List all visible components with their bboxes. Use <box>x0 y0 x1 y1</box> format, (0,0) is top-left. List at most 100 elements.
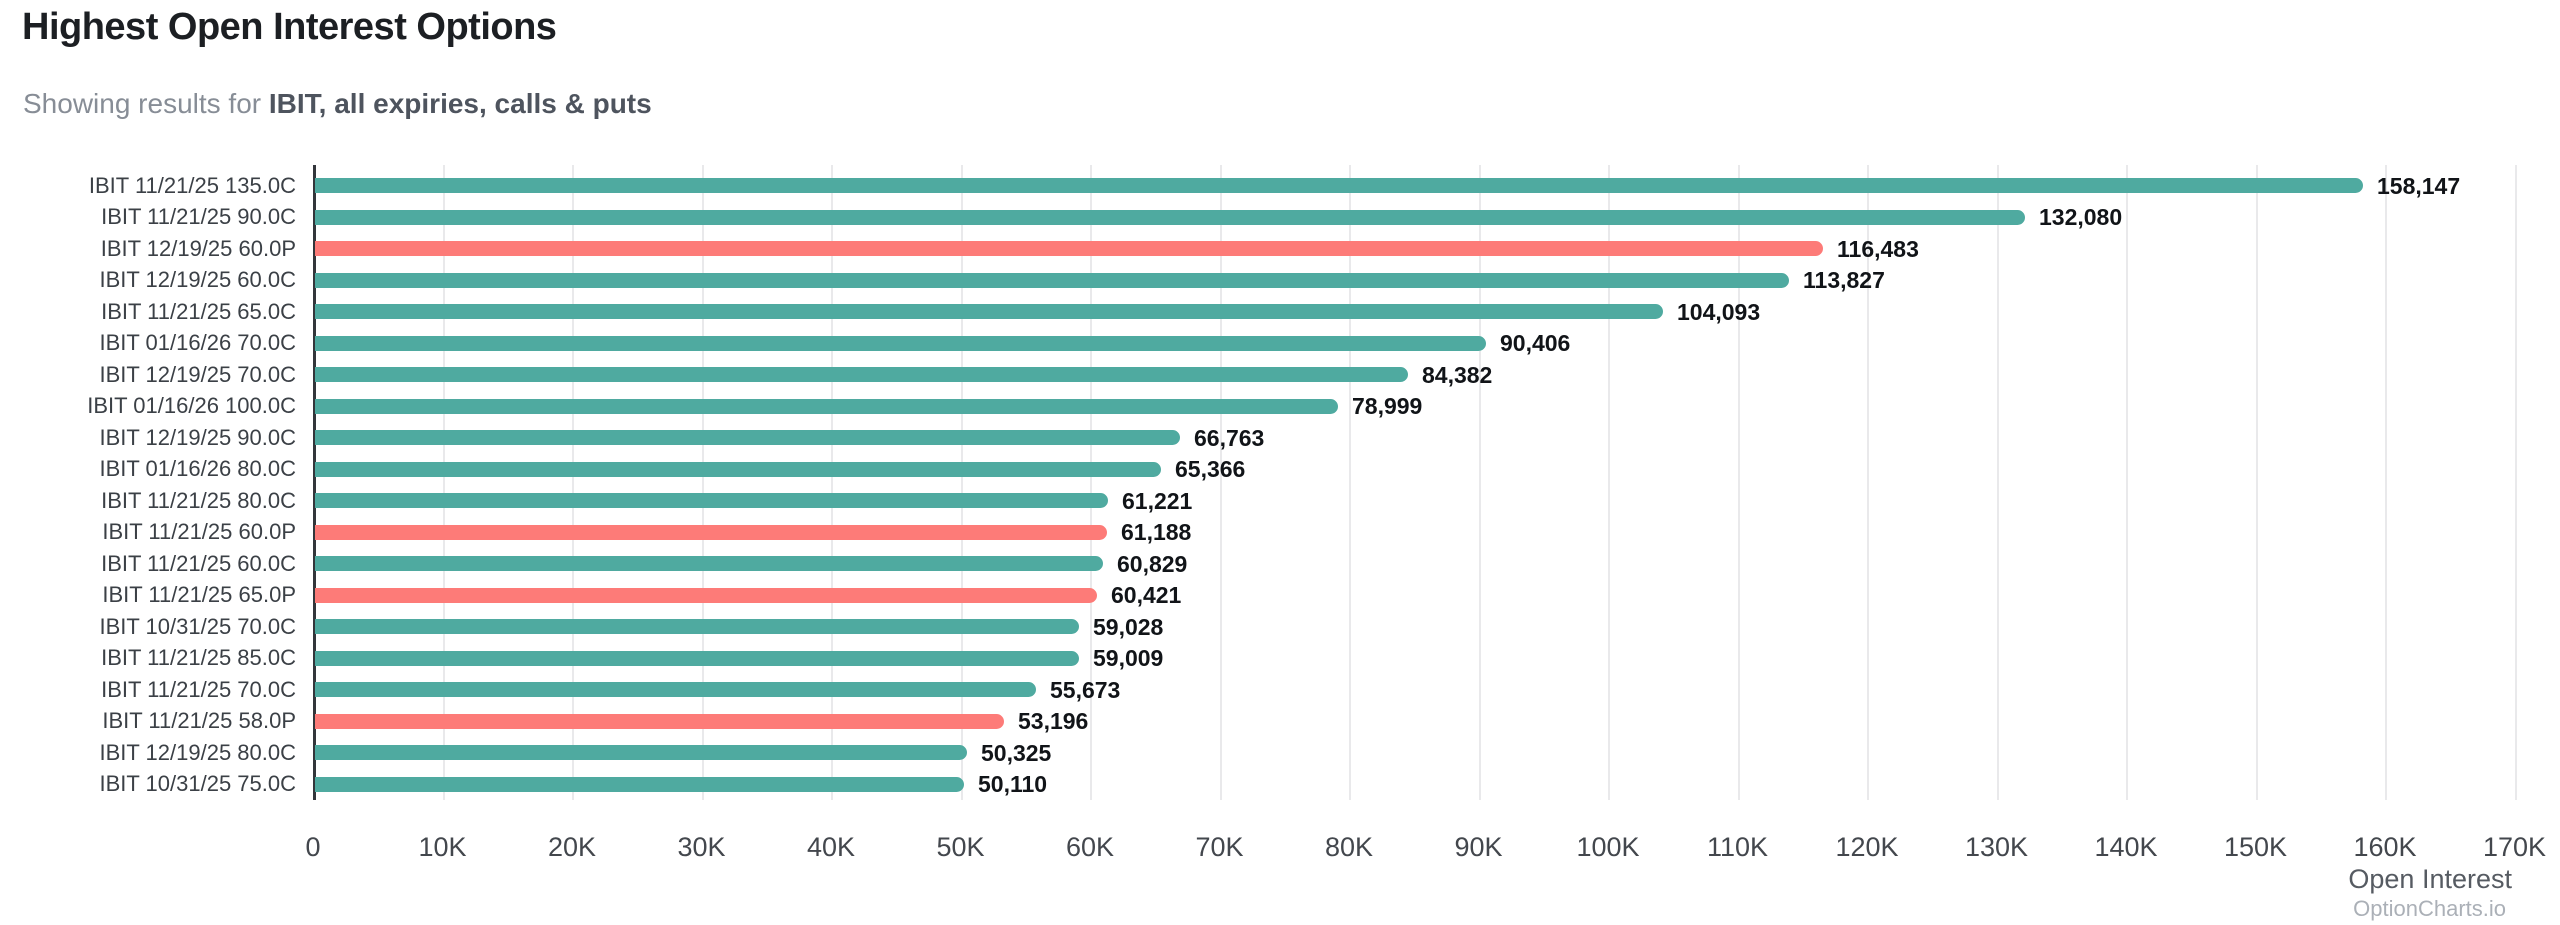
bar-call[interactable] <box>315 776 964 792</box>
x-tick-label: 150K <box>2223 832 2288 862</box>
value-label: 66,763 <box>1194 424 1265 451</box>
category-label: IBIT 01/16/26 100.0C <box>87 393 296 418</box>
gridline <box>831 165 833 800</box>
gridline <box>1996 165 1999 800</box>
x-axis-title: Open Interest <box>2348 864 2512 894</box>
value-label: 158,147 <box>2377 172 2461 199</box>
value-label: 132,080 <box>2039 204 2123 230</box>
value-label: 65,366 <box>1175 456 1246 482</box>
bar-call[interactable] <box>315 209 2025 225</box>
gridline <box>1608 165 1610 800</box>
bar-call[interactable] <box>315 178 2363 193</box>
bar-call[interactable] <box>315 335 1486 351</box>
x-tick-label: 20K <box>547 832 597 862</box>
x-tick-label: 30K <box>677 832 726 862</box>
category-label: IBIT 12/19/25 60.0P <box>100 235 296 261</box>
bar-call[interactable] <box>315 304 1663 319</box>
bar-call[interactable] <box>315 619 1079 634</box>
x-tick-label: 100K <box>1576 832 1640 862</box>
gridline <box>2385 165 2387 800</box>
category-label: IBIT 11/21/25 58.0P <box>102 708 296 733</box>
category-label: IBIT 11/21/25 65.0P <box>102 582 296 607</box>
x-tick-label: 60K <box>1065 832 1115 862</box>
bar-call[interactable] <box>315 682 1036 697</box>
value-label: 53,196 <box>1018 708 1089 734</box>
gridline <box>1219 165 1222 800</box>
category-label: IBIT 10/31/25 75.0C <box>99 771 296 796</box>
bar-call[interactable] <box>315 367 1408 382</box>
category-label: IBIT 11/21/25 90.0C <box>101 204 296 229</box>
gridline <box>442 165 445 800</box>
x-tick-label: 160K <box>2353 832 2417 862</box>
value-label: 84,382 <box>1422 361 1493 388</box>
category-label: IBIT 12/19/25 60.0C <box>99 267 296 292</box>
x-tick-label: 70K <box>1195 832 1244 862</box>
page-title: Highest Open Interest Options <box>22 6 557 48</box>
x-tick-label: 170K <box>2482 832 2547 862</box>
gridline <box>2255 165 2258 800</box>
category-label: IBIT 11/21/25 60.0P <box>102 519 296 544</box>
value-label: 59,028 <box>1093 613 1164 640</box>
gridline <box>1349 165 1351 800</box>
gridline <box>1737 165 1740 800</box>
x-tick-label: 80K <box>1324 832 1374 862</box>
value-label: 90,406 <box>1500 330 1571 356</box>
x-tick-label: 130K <box>1964 832 2029 862</box>
bar-call[interactable] <box>315 650 1079 666</box>
gridline <box>1867 165 1869 800</box>
value-label: 61,188 <box>1121 519 1192 545</box>
category-label: IBIT 01/16/26 80.0C <box>99 456 296 481</box>
gridline <box>1478 165 1481 800</box>
bar-put[interactable] <box>315 241 1823 256</box>
category-label: IBIT 11/21/25 65.0C <box>101 298 296 324</box>
bar-call[interactable] <box>315 556 1103 571</box>
bar-call[interactable] <box>315 272 1789 288</box>
gridline <box>960 165 963 800</box>
subtitle: Showing results for IBIT, all expiries, … <box>23 88 652 120</box>
bar-call[interactable] <box>315 745 967 760</box>
subtitle-filter-summary: IBIT, all expiries, calls & puts <box>268 88 652 119</box>
watermark-link[interactable]: OptionCharts.io <box>2353 896 2506 921</box>
category-label: IBIT 11/21/25 135.0C <box>88 172 296 198</box>
value-label: 50,110 <box>978 771 1048 797</box>
category-label: IBIT 12/19/25 70.0C <box>99 361 296 387</box>
value-label: 78,999 <box>1352 393 1423 419</box>
x-tick-label: 40K <box>806 832 856 862</box>
category-label: IBIT 12/19/25 80.0C <box>99 739 296 765</box>
bar-call[interactable] <box>315 430 1180 445</box>
gridline <box>572 165 574 800</box>
category-label: IBIT 12/19/25 90.0C <box>99 424 296 450</box>
value-label: 116,483 <box>1837 235 1919 262</box>
category-label: IBIT 11/21/25 70.0C <box>101 676 296 702</box>
value-label: 50,325 <box>981 739 1052 766</box>
bar-put[interactable] <box>315 713 1004 729</box>
category-label: IBIT 11/21/25 60.0C <box>101 550 296 576</box>
value-label: 61,221 <box>1122 487 1193 514</box>
y-axis-line <box>313 165 316 800</box>
category-label: IBIT 01/16/26 70.0C <box>99 330 296 355</box>
category-label: IBIT 11/21/25 80.0C <box>101 487 296 513</box>
x-tick-label: 0 <box>305 832 321 862</box>
value-label: 55,673 <box>1050 676 1121 703</box>
gridline <box>2126 165 2128 800</box>
value-label: 104,093 <box>1677 298 1761 325</box>
x-tick-label: 10K <box>418 832 467 862</box>
value-label: 113,827 <box>1803 267 1885 293</box>
x-tick-label: 110K <box>1706 832 1769 862</box>
bar-call[interactable] <box>315 461 1161 477</box>
bar-put[interactable] <box>315 587 1097 603</box>
gridline <box>2514 165 2517 800</box>
category-label: IBIT 10/31/25 70.0C <box>99 613 296 639</box>
bar-put[interactable] <box>315 524 1107 540</box>
gridline <box>701 165 704 800</box>
x-tick-label: 50K <box>936 832 985 862</box>
x-tick-label: 140K <box>2094 832 2158 862</box>
bar-call[interactable] <box>315 493 1108 508</box>
value-label: 59,009 <box>1093 645 1164 671</box>
value-label: 60,829 <box>1117 550 1188 577</box>
value-label: 60,421 <box>1111 582 1182 608</box>
x-tick-label: 90K <box>1454 832 1503 862</box>
gridline <box>1090 165 1092 800</box>
category-label: IBIT 11/21/25 85.0C <box>101 645 296 670</box>
bar-call[interactable] <box>315 398 1338 414</box>
